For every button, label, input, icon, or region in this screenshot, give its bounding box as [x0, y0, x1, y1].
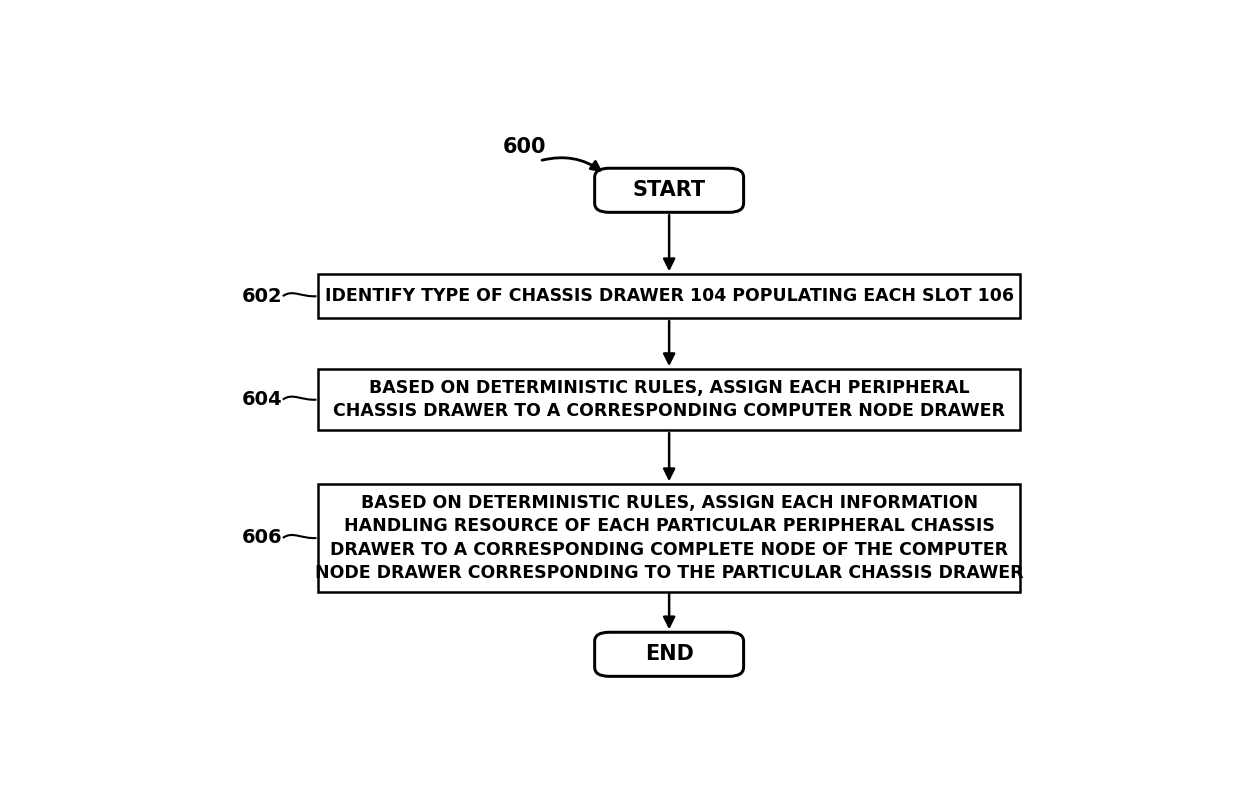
Text: 600: 600 — [503, 138, 547, 157]
Text: 604: 604 — [242, 390, 283, 409]
Text: 602: 602 — [242, 287, 283, 306]
Bar — [319, 484, 1019, 591]
Bar — [319, 369, 1019, 430]
Text: END: END — [645, 644, 693, 665]
Text: BASED ON DETERMINISTIC RULES, ASSIGN EACH PERIPHERAL
CHASSIS DRAWER TO A CORRESP: BASED ON DETERMINISTIC RULES, ASSIGN EAC… — [334, 379, 1006, 421]
Text: IDENTIFY TYPE OF CHASSIS DRAWER 104 POPULATING EACH SLOT 106: IDENTIFY TYPE OF CHASSIS DRAWER 104 POPU… — [325, 287, 1013, 305]
FancyBboxPatch shape — [595, 169, 744, 212]
Text: BASED ON DETERMINISTIC RULES, ASSIGN EACH INFORMATION
HANDLING RESOURCE OF EACH : BASED ON DETERMINISTIC RULES, ASSIGN EAC… — [315, 494, 1023, 583]
Bar — [319, 274, 1019, 318]
Text: START: START — [632, 180, 706, 200]
Text: 606: 606 — [242, 529, 283, 548]
FancyBboxPatch shape — [595, 632, 744, 677]
